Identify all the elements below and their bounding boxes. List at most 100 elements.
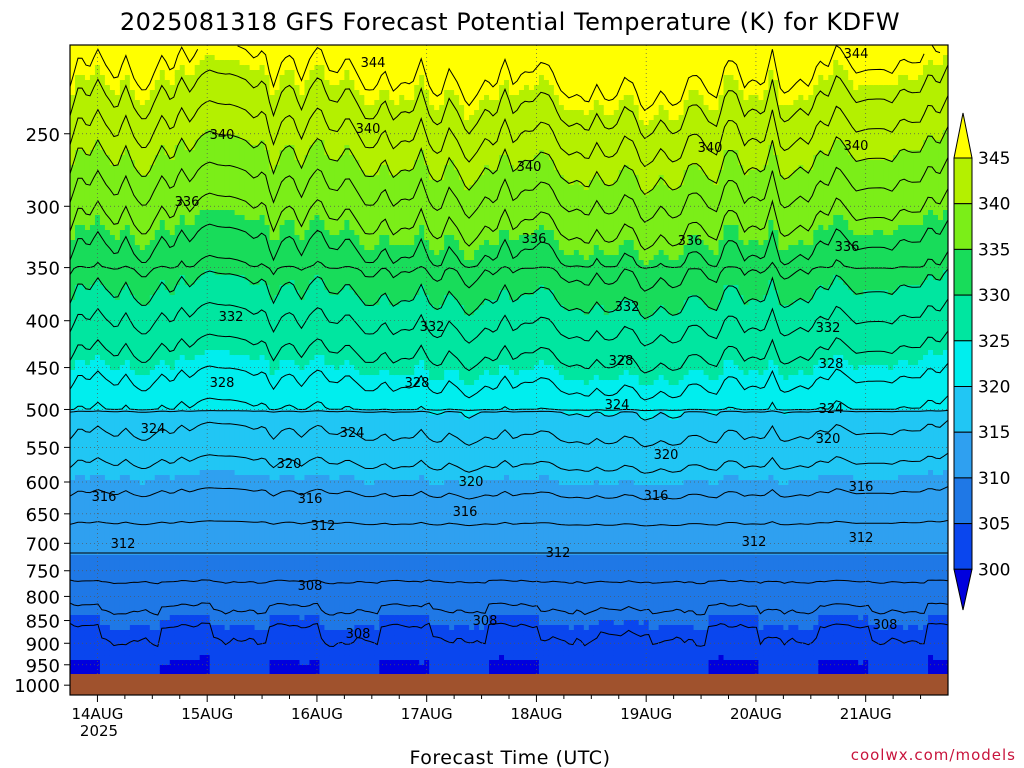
field-cell (229, 540, 236, 546)
field-cell (104, 45, 111, 51)
field-cell (224, 390, 231, 396)
field-cell (199, 395, 206, 401)
field-cell (254, 615, 261, 621)
field-cell (189, 250, 196, 256)
field-cell (114, 180, 121, 186)
field-cell (74, 350, 81, 356)
field-cell (229, 255, 236, 261)
field-cell (109, 630, 116, 636)
field-cell (159, 540, 166, 546)
field-cell (249, 390, 256, 396)
field-cell (79, 185, 86, 191)
field-cell (89, 255, 96, 261)
field-cell (194, 325, 201, 331)
field-cell (134, 70, 141, 76)
field-cell (179, 215, 186, 221)
field-cell (249, 140, 256, 146)
field-cell (94, 305, 101, 311)
field-cell (229, 465, 236, 471)
field-cell (139, 140, 146, 146)
field-cell (139, 150, 146, 156)
field-cell (164, 460, 171, 466)
field-cell (179, 175, 186, 181)
field-cell (164, 340, 171, 346)
field-cell (159, 590, 166, 596)
field-cell (224, 155, 231, 161)
field-cell (199, 650, 206, 656)
field-cell (254, 90, 261, 96)
field-cell (124, 555, 131, 561)
field-cell (154, 375, 161, 381)
field-cell (84, 465, 91, 471)
field-cell (209, 480, 216, 486)
field-cell (109, 520, 116, 526)
field-cell (149, 535, 156, 541)
field-cell (229, 495, 236, 501)
field-cell (164, 525, 171, 531)
field-cell (169, 615, 176, 621)
field-cell (169, 135, 176, 141)
field-cell (94, 85, 101, 91)
field-cell (209, 330, 216, 336)
field-cell (119, 340, 126, 346)
field-cell (144, 505, 151, 511)
field-cell (204, 625, 211, 631)
field-cell (119, 115, 126, 121)
field-cell (134, 345, 141, 351)
field-cell (194, 450, 201, 456)
field-cell (99, 190, 106, 196)
field-cell (159, 105, 166, 111)
field-cell (114, 75, 121, 81)
field-cell (119, 160, 126, 166)
field-cell (134, 85, 141, 91)
field-cell (79, 500, 86, 506)
field-cell (129, 535, 136, 541)
field-cell (239, 245, 246, 251)
field-cell (174, 355, 181, 361)
field-cell (194, 255, 201, 261)
field-cell (74, 370, 81, 376)
field-cell (234, 630, 241, 636)
field-cell (254, 305, 261, 311)
field-cell (199, 475, 206, 481)
field-cell (84, 610, 91, 616)
field-cell (129, 360, 136, 366)
field-cell (109, 160, 116, 166)
field-cell (214, 400, 221, 406)
field-cell (239, 620, 246, 626)
field-cell (229, 435, 236, 441)
field-cell (209, 390, 216, 396)
field-cell (229, 220, 236, 226)
field-cell (244, 300, 251, 306)
field-cell (184, 75, 191, 81)
field-cell (244, 480, 251, 486)
field-cell (114, 210, 121, 216)
field-cell (74, 435, 81, 441)
field-cell (139, 290, 146, 296)
field-cell (149, 565, 156, 571)
field-cell (154, 330, 161, 336)
field-cell (99, 570, 106, 576)
field-cell (254, 200, 261, 206)
field-cell (219, 250, 226, 256)
field-cell (124, 90, 131, 96)
field-cell (234, 590, 241, 596)
field-cell (79, 60, 86, 66)
field-cell (154, 605, 161, 611)
field-cell (229, 140, 236, 146)
field-cell (70, 535, 76, 541)
field-cell (70, 455, 76, 461)
field-cell (114, 450, 121, 456)
field-cell (169, 335, 176, 341)
field-cell (109, 590, 116, 596)
field-cell (169, 575, 176, 581)
field-cell (109, 655, 116, 661)
field-cell (89, 190, 96, 196)
field-cell (234, 540, 241, 546)
field-cell (204, 80, 211, 86)
field-cell (149, 585, 156, 591)
field-cell (104, 305, 111, 311)
field-cell (124, 560, 131, 566)
field-cell (74, 540, 81, 546)
field-cell (149, 615, 156, 621)
